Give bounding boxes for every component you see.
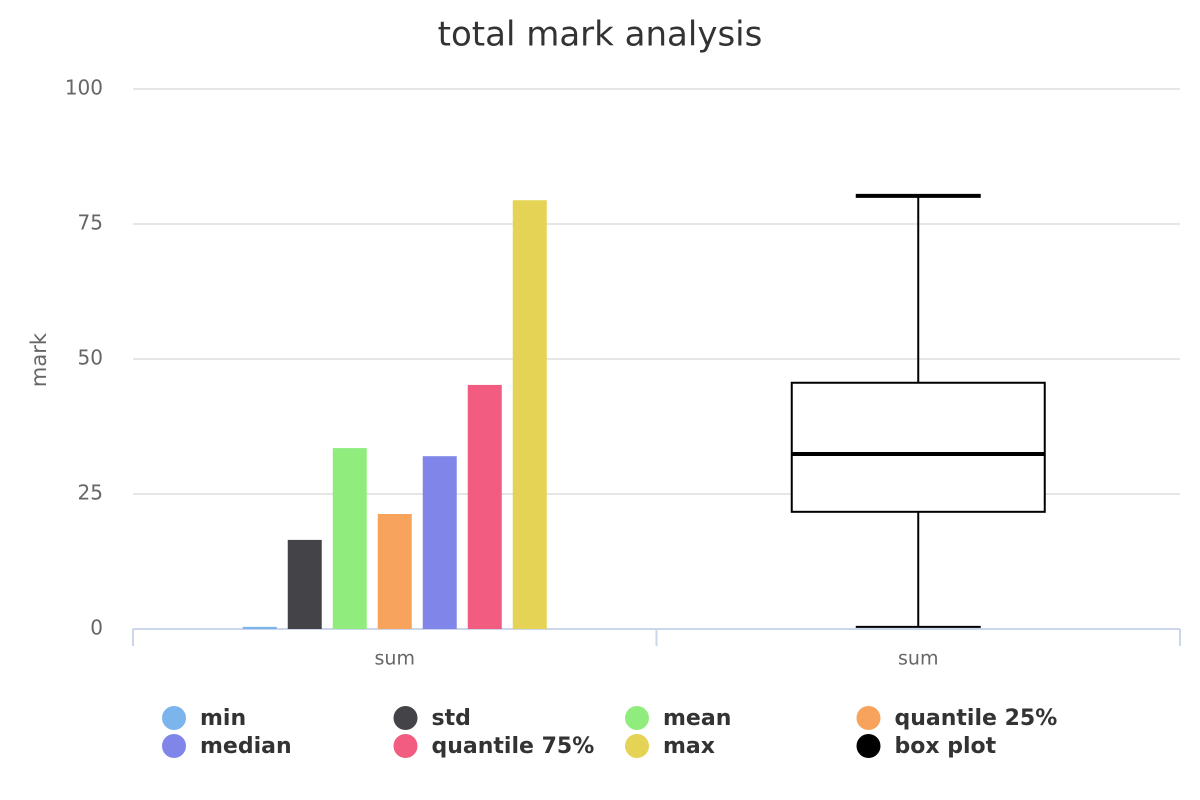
- legend-marker: [393, 734, 418, 758]
- legend-marker: [393, 706, 418, 730]
- legend-marker: [162, 734, 186, 758]
- y-tick-label: 50: [78, 346, 103, 370]
- y-tick-label: 75: [78, 211, 103, 235]
- legend-marker: [856, 734, 881, 758]
- y-axis-title: mark: [27, 332, 51, 387]
- legend-label: mean: [663, 706, 731, 731]
- legend-label: std: [432, 706, 471, 731]
- x-tick-label: sum: [898, 648, 938, 670]
- bar: [467, 384, 502, 629]
- y-tick-label: 25: [78, 481, 103, 505]
- bar: [242, 626, 277, 629]
- legend-label: quantile 75%: [432, 734, 595, 759]
- legend-marker: [162, 706, 186, 730]
- bar: [377, 513, 412, 629]
- chart-title: total mark analysis: [438, 15, 763, 55]
- legend-marker: [856, 706, 881, 730]
- legend-label: median: [200, 734, 292, 759]
- legend-label: min: [200, 706, 246, 731]
- box: [790, 381, 1046, 513]
- legend-label: quantile 25%: [895, 706, 1058, 731]
- bar: [512, 200, 547, 630]
- legend-marker: [625, 706, 649, 730]
- legend-label: box plot: [895, 734, 997, 759]
- y-tick-label: 0: [90, 616, 103, 640]
- legend-label: max: [663, 734, 715, 759]
- bar: [332, 448, 367, 629]
- bar: [287, 539, 322, 629]
- bar: [422, 456, 457, 629]
- x-tick-label: sum: [375, 648, 415, 670]
- legend-marker: [625, 734, 649, 758]
- y-tick-label: 100: [65, 76, 103, 100]
